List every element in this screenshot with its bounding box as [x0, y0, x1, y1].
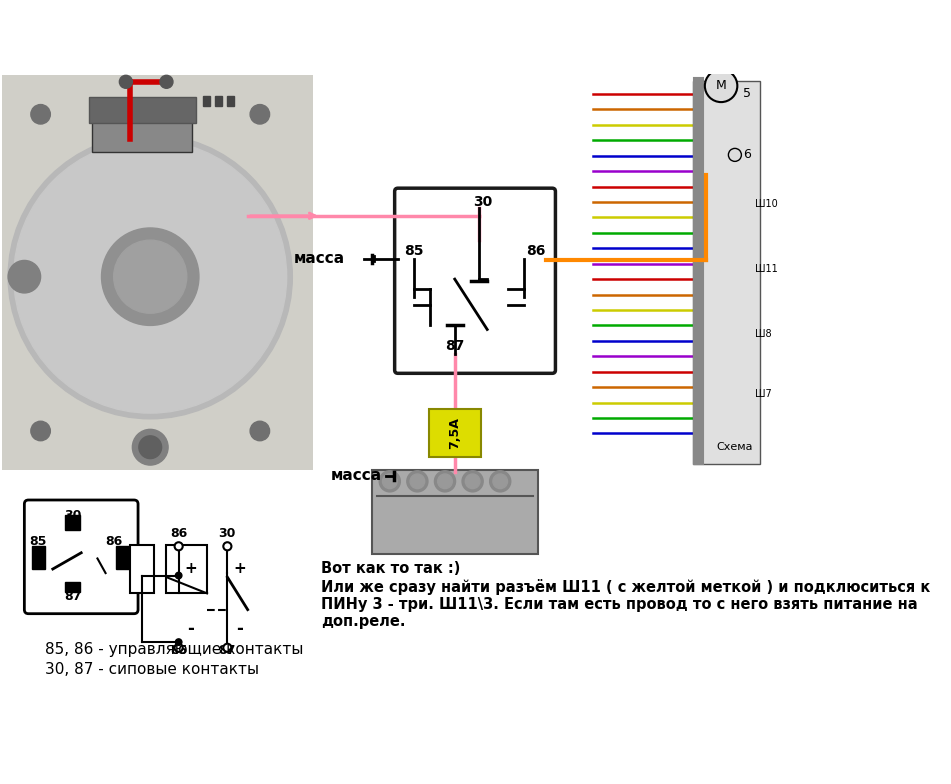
- FancyBboxPatch shape: [395, 188, 555, 373]
- Text: 85: 85: [29, 535, 47, 548]
- Bar: [215, 96, 222, 106]
- Text: M: M: [716, 79, 727, 93]
- FancyBboxPatch shape: [2, 75, 313, 470]
- Text: Ш10: Ш10: [755, 198, 778, 209]
- Text: +: +: [233, 561, 246, 576]
- Text: доп.реле.: доп.реле.: [320, 615, 405, 630]
- Text: Или же сразу найти разъём Ш11 ( с желтой меткой ) и подклюситься к: Или же сразу найти разъём Ш11 ( с желтой…: [320, 579, 930, 595]
- Circle shape: [465, 474, 480, 488]
- FancyBboxPatch shape: [372, 470, 537, 554]
- Bar: [203, 96, 209, 106]
- Circle shape: [139, 436, 162, 459]
- Bar: [116, 546, 129, 569]
- FancyBboxPatch shape: [25, 500, 138, 614]
- Text: Ш11: Ш11: [755, 263, 778, 274]
- Text: 6: 6: [743, 148, 751, 162]
- Text: -: -: [236, 620, 243, 638]
- Circle shape: [250, 421, 269, 441]
- FancyBboxPatch shape: [693, 81, 760, 464]
- Circle shape: [462, 470, 483, 492]
- Circle shape: [175, 639, 182, 645]
- Text: -: -: [187, 620, 194, 638]
- Text: Вот как то так :): Вот как то так :): [320, 561, 460, 576]
- Circle shape: [435, 470, 456, 492]
- Circle shape: [728, 148, 742, 162]
- Circle shape: [250, 104, 269, 124]
- Circle shape: [382, 474, 398, 488]
- Text: 30: 30: [65, 509, 82, 521]
- Circle shape: [410, 474, 425, 488]
- Circle shape: [14, 140, 286, 413]
- Bar: [227, 96, 234, 106]
- Circle shape: [30, 104, 50, 124]
- Bar: [166, 545, 207, 593]
- Circle shape: [102, 228, 199, 325]
- Text: масса: масса: [294, 252, 345, 267]
- Circle shape: [223, 543, 231, 550]
- Circle shape: [132, 430, 168, 465]
- Bar: [65, 582, 80, 592]
- FancyBboxPatch shape: [429, 409, 480, 457]
- Circle shape: [9, 260, 41, 293]
- Circle shape: [493, 474, 508, 488]
- FancyBboxPatch shape: [88, 97, 196, 123]
- Circle shape: [30, 421, 50, 441]
- Text: масса: масса: [331, 468, 381, 483]
- Text: 30, 87 - сиповые контакты: 30, 87 - сиповые контакты: [45, 662, 259, 677]
- Text: 30: 30: [474, 195, 493, 209]
- Text: 87: 87: [445, 339, 464, 353]
- FancyBboxPatch shape: [91, 109, 192, 152]
- Text: 5: 5: [743, 88, 751, 100]
- Text: Схема: Схема: [717, 442, 753, 452]
- Text: +: +: [184, 561, 197, 576]
- Text: 85, 86 - управляющие контакты: 85, 86 - управляющие контакты: [45, 642, 303, 657]
- Circle shape: [437, 474, 453, 488]
- Circle shape: [120, 75, 132, 89]
- Circle shape: [223, 644, 231, 652]
- Circle shape: [705, 70, 737, 102]
- Text: 86: 86: [170, 527, 187, 539]
- Circle shape: [9, 135, 292, 419]
- Bar: [65, 515, 80, 530]
- Circle shape: [407, 470, 428, 492]
- Text: 30: 30: [219, 527, 236, 539]
- Circle shape: [160, 75, 173, 89]
- Bar: [31, 546, 45, 569]
- Text: ПИНу 3 - три. Ш11\3. Если там есть провод то с него взять питание на: ПИНу 3 - три. Ш11\3. Если там есть прово…: [320, 597, 918, 612]
- Circle shape: [175, 543, 183, 550]
- Text: 87: 87: [65, 590, 82, 603]
- Circle shape: [114, 240, 186, 314]
- Bar: [130, 545, 154, 593]
- Text: Ш7: Ш7: [755, 390, 772, 399]
- Circle shape: [175, 644, 183, 652]
- Text: 86: 86: [105, 535, 123, 548]
- Text: Ш8: Ш8: [755, 328, 772, 339]
- Circle shape: [175, 572, 182, 579]
- Text: 87: 87: [219, 644, 236, 657]
- Text: 86: 86: [526, 244, 546, 258]
- Text: 85: 85: [404, 244, 424, 258]
- Text: 7,5А: 7,5А: [448, 416, 461, 448]
- Circle shape: [490, 470, 511, 492]
- Circle shape: [379, 470, 400, 492]
- Text: 85: 85: [170, 644, 187, 657]
